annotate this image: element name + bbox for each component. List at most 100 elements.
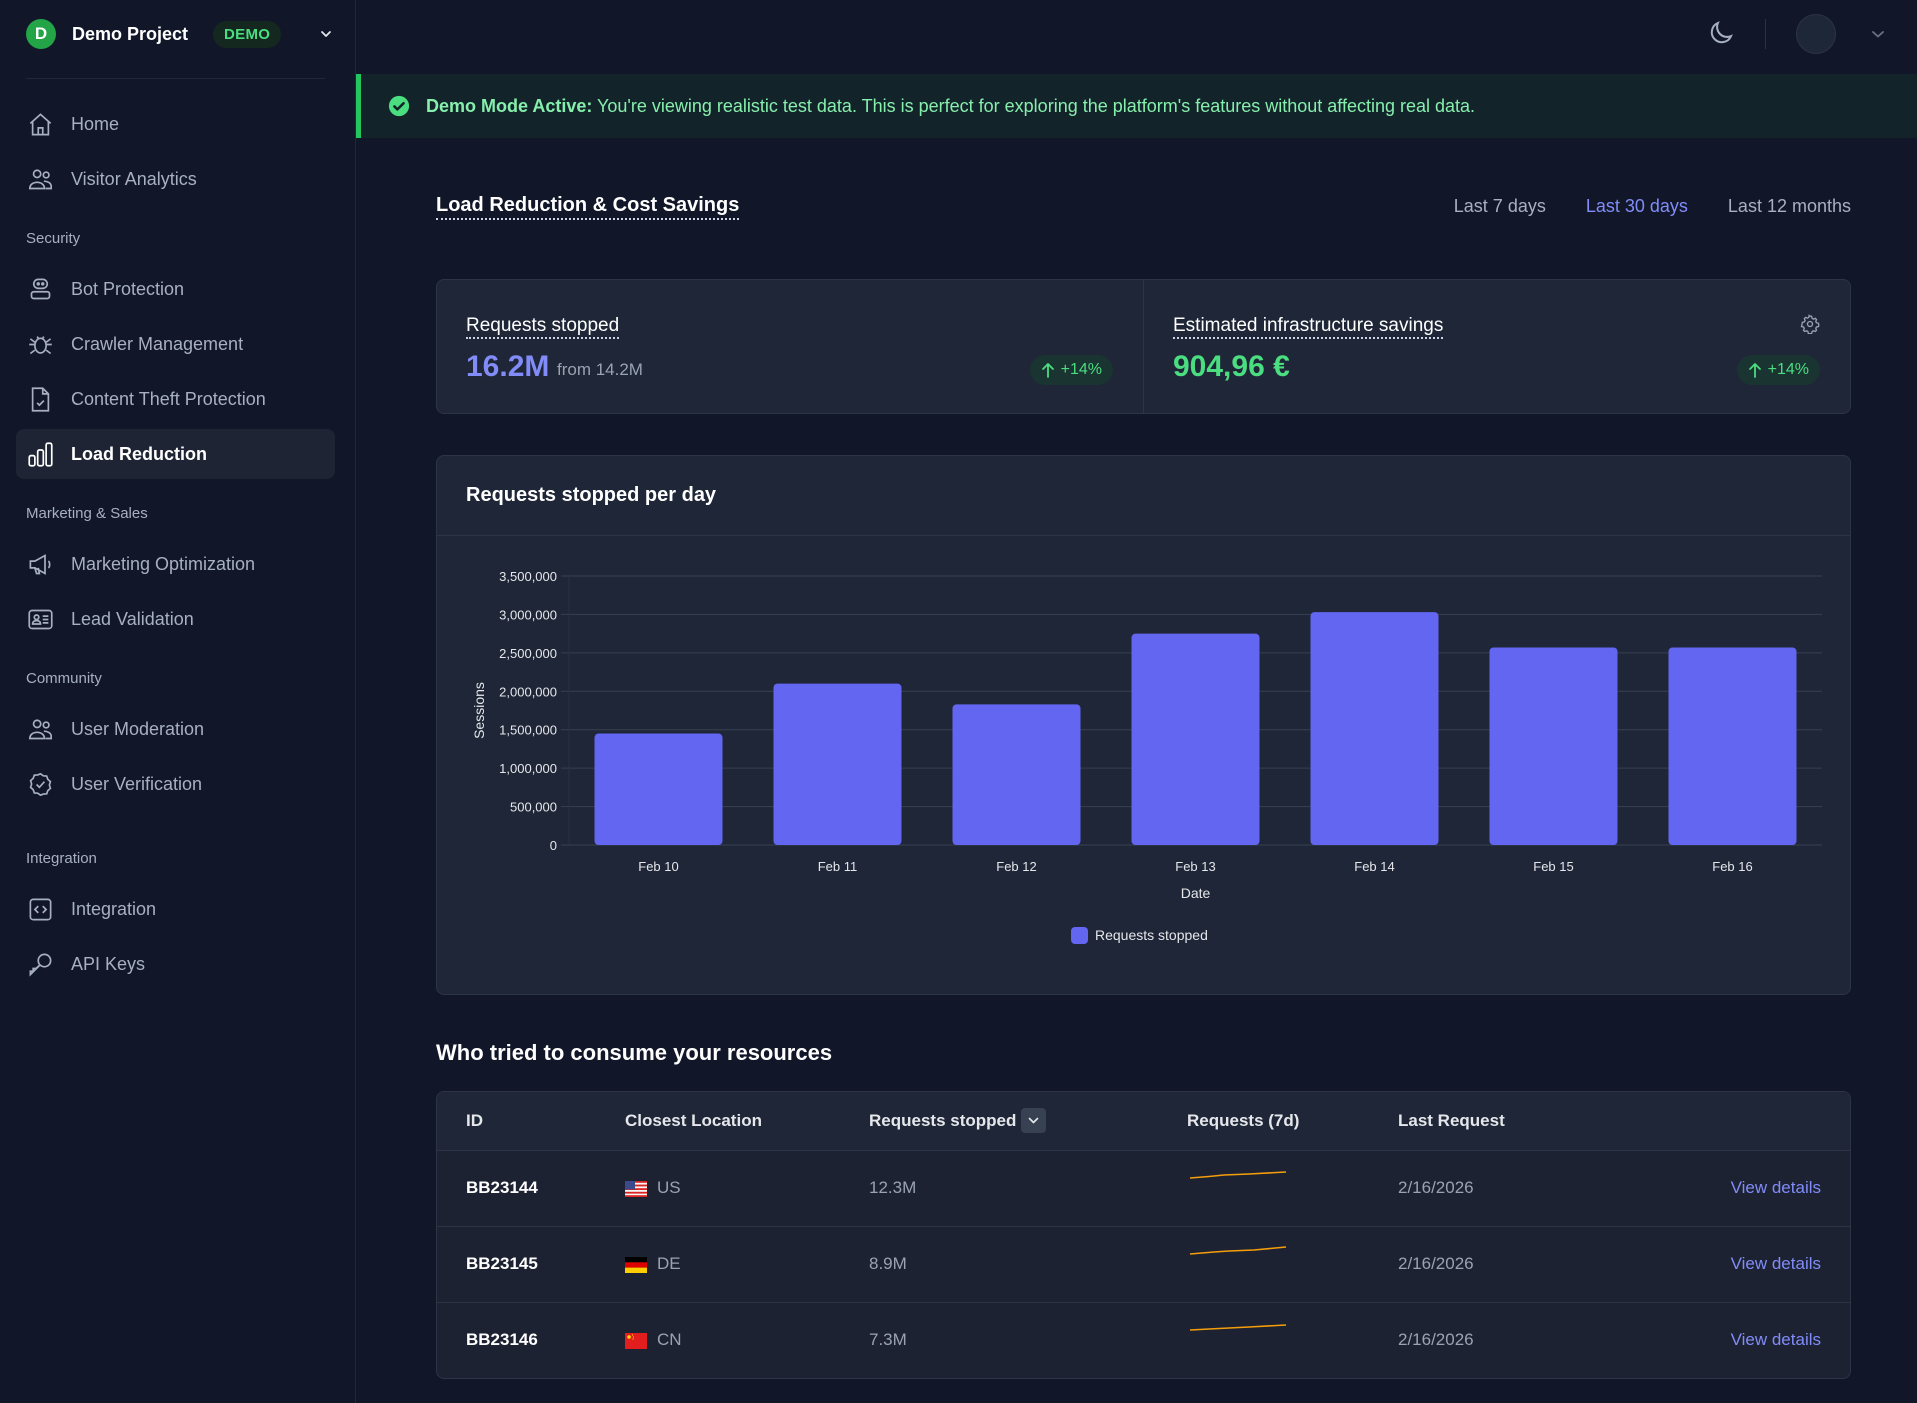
home-icon bbox=[29, 113, 52, 136]
stat-label[interactable]: Estimated infrastructure savings bbox=[1173, 315, 1444, 339]
sidebar-item-integration[interactable]: Integration bbox=[16, 884, 335, 934]
sidebar-item-label: Home bbox=[71, 113, 120, 134]
row-country: DE bbox=[657, 1254, 681, 1273]
table-row: BB23144 US 12.3M 2/16/2026 View details bbox=[437, 1151, 1850, 1227]
stat-label[interactable]: Requests stopped bbox=[466, 315, 620, 339]
bar bbox=[1489, 647, 1618, 845]
sidebar-section-marketing: Marketing & Sales bbox=[26, 505, 148, 522]
y-tick-label: 1,500,000 bbox=[499, 723, 557, 738]
project-avatar: D bbox=[26, 19, 56, 49]
row-requests: 8.9M bbox=[869, 1254, 907, 1273]
stat-requests-stopped: Requests stopped 16.2M from 14.2M +14% bbox=[437, 280, 1143, 413]
view-details-link[interactable]: View details bbox=[1730, 1254, 1821, 1273]
y-tick-label: 2,500,000 bbox=[499, 646, 557, 661]
sidebar-item-marketing-optimization[interactable]: Marketing Optimization bbox=[16, 539, 335, 589]
view-details-link[interactable]: View details bbox=[1730, 1178, 1821, 1197]
x-tick-label: Feb 16 bbox=[1712, 859, 1752, 874]
stat-value: 16.2M bbox=[466, 350, 550, 383]
tab-last-7-days[interactable]: Last 7 days bbox=[1453, 196, 1546, 216]
column-header-requests[interactable]: Requests stopped bbox=[869, 1111, 1017, 1130]
sidebar-item-content-theft-protection[interactable]: Content Theft Protection bbox=[16, 374, 335, 424]
stat-delta-value: +14% bbox=[1060, 361, 1102, 378]
x-tick-label: Feb 11 bbox=[818, 859, 858, 874]
legend-swatch bbox=[1071, 927, 1088, 944]
bar bbox=[1131, 633, 1260, 845]
row-country: CN bbox=[657, 1330, 682, 1349]
chart-card: Requests stopped per day 0 500,000 1,000,0… bbox=[436, 455, 1851, 995]
section-title: Who tried to consume your resources bbox=[436, 1040, 833, 1065]
sidebar-item-crawler-management[interactable]: Crawler Management bbox=[16, 319, 335, 369]
table-header: ID Closest Location Requests stopped Req… bbox=[437, 1092, 1850, 1151]
tab-last-30-days[interactable]: Last 30 days bbox=[1585, 196, 1688, 216]
moon-icon[interactable] bbox=[1706, 18, 1736, 48]
sidebar-item-label: Visitor Analytics bbox=[71, 168, 197, 189]
chevron-down-icon[interactable] bbox=[316, 24, 336, 44]
gear-icon[interactable] bbox=[1800, 314, 1820, 334]
users-icon bbox=[28, 719, 53, 740]
sidebar-item-api-keys[interactable]: API Keys bbox=[16, 939, 335, 989]
sparkline bbox=[1189, 1324, 1287, 1331]
chevron-down-icon[interactable] bbox=[1868, 24, 1888, 44]
banner-body: You're viewing realistic test data. This… bbox=[592, 95, 1476, 116]
sidebar-item-label: Integration bbox=[71, 898, 157, 919]
row-last-request: 2/16/2026 bbox=[1398, 1254, 1474, 1273]
sidebar-item-lead-validation[interactable]: Lead Validation bbox=[16, 594, 335, 644]
view-details-link[interactable]: View details bbox=[1730, 1330, 1821, 1349]
y-axis-label: Sessions bbox=[471, 682, 487, 739]
x-tick-label: Feb 12 bbox=[996, 859, 1036, 874]
bar-chart: 0 500,000 1,000,000 1,500,000 2,000,000 2,500… bbox=[471, 569, 1822, 944]
resource-consumers-table: ID Closest Location Requests stopped Req… bbox=[436, 1091, 1851, 1379]
row-id: BB23144 bbox=[466, 1178, 538, 1197]
code-icon bbox=[29, 898, 52, 921]
check-circle-icon bbox=[388, 95, 410, 117]
bar bbox=[773, 683, 902, 845]
sidebar-item-bot-protection[interactable]: Bot Protection bbox=[16, 264, 335, 314]
topbar-divider bbox=[1765, 19, 1766, 49]
sidebar-item-user-moderation[interactable]: User Moderation bbox=[16, 704, 335, 754]
sidebar-divider bbox=[26, 78, 325, 79]
stat-delta-value: +14% bbox=[1767, 361, 1809, 378]
sidebar-section-security: Security bbox=[26, 230, 81, 247]
sidebar-item-load-reduction[interactable]: Load Reduction bbox=[16, 429, 335, 479]
sidebar-item-home[interactable]: Home bbox=[16, 99, 335, 149]
banner-message: Demo Mode Active: You're viewing realist… bbox=[426, 96, 1475, 117]
x-axis-label: Date bbox=[1181, 885, 1211, 901]
top-bar bbox=[357, 0, 1917, 72]
legend-label: Requests stopped bbox=[1095, 927, 1208, 943]
x-tick-label: Feb 14 bbox=[1354, 859, 1394, 874]
arrow-up-icon bbox=[1748, 363, 1761, 378]
demo-mode-banner: Demo Mode Active: You're viewing realist… bbox=[356, 74, 1917, 138]
sidebar-item-visitor-analytics[interactable]: Visitor Analytics bbox=[16, 154, 335, 204]
user-avatar[interactable] bbox=[1796, 14, 1836, 54]
chart-title: Requests stopped per day bbox=[466, 484, 717, 506]
bug-icon bbox=[29, 336, 52, 355]
table-row: BB23145 DE 8.9M 2/16/2026 View details bbox=[437, 1227, 1850, 1303]
row-id: BB23145 bbox=[466, 1254, 538, 1273]
y-tick-label: 500,000 bbox=[510, 800, 557, 815]
sidebar-item-label: Lead Validation bbox=[71, 608, 194, 629]
sparkline bbox=[1189, 1246, 1287, 1255]
flag-us-icon bbox=[625, 1181, 647, 1197]
row-id: BB23146 bbox=[466, 1330, 538, 1349]
sidebar-item-label: User Moderation bbox=[71, 718, 205, 739]
sidebar: D Demo Project DEMO Home Visitor Analyti… bbox=[0, 0, 356, 1403]
column-header-location: Closest Location bbox=[625, 1111, 762, 1130]
tab-last-12-months[interactable]: Last 12 months bbox=[1727, 196, 1851, 216]
flag-cn-icon bbox=[625, 1333, 647, 1349]
chart-header: Requests stopped per day bbox=[437, 456, 1850, 536]
project-switcher[interactable]: D Demo Project DEMO bbox=[26, 19, 331, 49]
key-icon bbox=[29, 953, 52, 977]
page-title[interactable]: Load Reduction & Cost Savings bbox=[436, 194, 740, 220]
row-last-request: 2/16/2026 bbox=[1398, 1330, 1474, 1349]
sidebar-section-community: Community bbox=[26, 670, 102, 687]
stat-infrastructure-savings: Estimated infrastructure savings 904,96 … bbox=[1143, 280, 1850, 413]
chevron-down-icon bbox=[1028, 1117, 1039, 1124]
column-header-last-request: Last Request bbox=[1398, 1111, 1505, 1130]
stat-previous-value: from 14.2M bbox=[557, 360, 643, 379]
sidebar-item-label: Content Theft Protection bbox=[71, 388, 266, 409]
sort-button[interactable] bbox=[1021, 1108, 1046, 1133]
sidebar-item-label: User Verification bbox=[71, 773, 203, 794]
y-tick-label: 1,000,000 bbox=[499, 761, 557, 776]
sidebar-item-user-verification[interactable]: User Verification bbox=[16, 759, 335, 809]
